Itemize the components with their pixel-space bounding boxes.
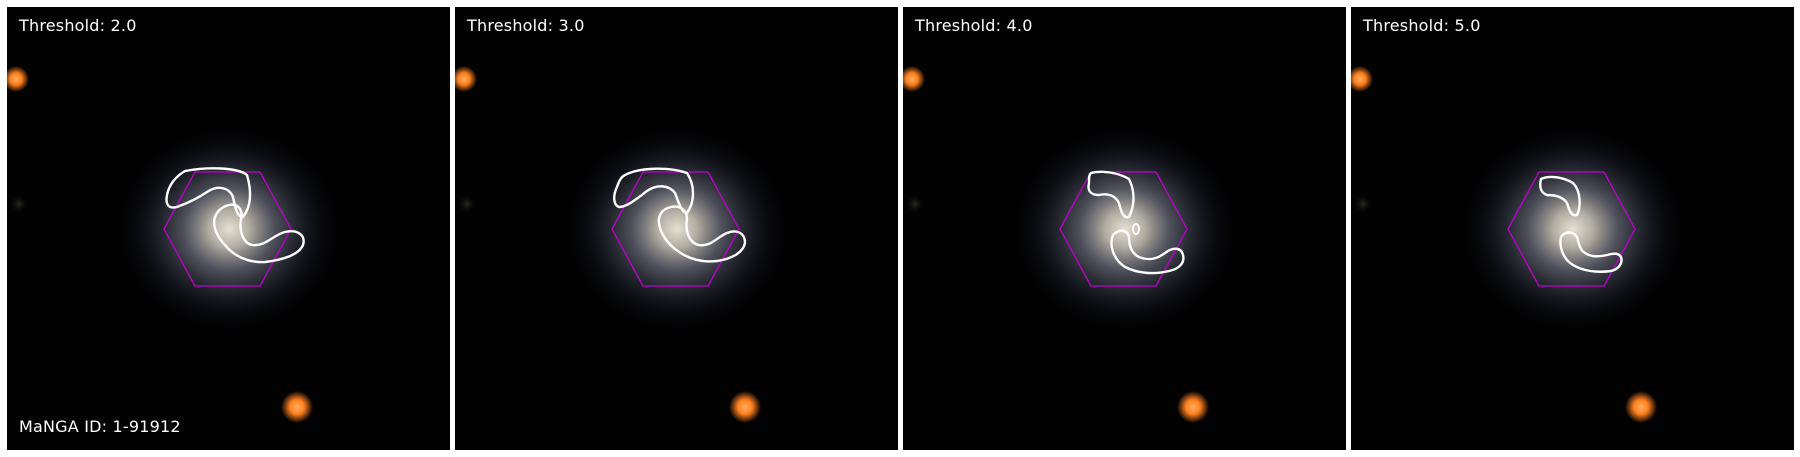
galaxy	[1010, 124, 1240, 334]
galaxy-image	[7, 7, 450, 450]
foreground-star	[7, 66, 29, 92]
foreground-star	[281, 391, 313, 423]
galaxy	[562, 124, 792, 334]
ifu-hexagon	[1059, 171, 1188, 287]
contour-arm-upper	[165, 167, 252, 219]
contour-arm-lower	[657, 205, 747, 263]
galaxy	[114, 124, 344, 334]
faint-source	[1353, 194, 1373, 214]
ifu-hexagon	[1507, 171, 1636, 287]
threshold-panel-3: Threshold: 4.0	[903, 7, 1346, 450]
galaxy-image	[455, 7, 898, 450]
foreground-star	[1625, 391, 1657, 423]
contour-arm-lower	[1110, 229, 1185, 275]
foreground-star	[729, 391, 761, 423]
threshold-panel-4: Threshold: 5.0	[1351, 7, 1794, 450]
contour-arm-upper	[613, 167, 695, 215]
foreground-star	[1351, 66, 1373, 92]
galaxy-image	[903, 7, 1346, 450]
contour-blob	[1132, 223, 1140, 235]
threshold-label: Threshold: 3.0	[467, 16, 585, 35]
galaxy	[1458, 124, 1688, 334]
galaxy-image	[1351, 7, 1794, 450]
contour-arm-lower	[1559, 231, 1623, 273]
faint-source	[457, 194, 477, 214]
threshold-panel-2: Threshold: 3.0	[455, 7, 898, 450]
threshold-panel-1: Threshold: 2.0 MaNGA ID: 1-91912	[7, 7, 450, 450]
foreground-star	[1177, 391, 1209, 423]
ifu-hexagon	[611, 171, 740, 287]
threshold-label: Threshold: 2.0	[19, 16, 137, 35]
faint-source	[9, 194, 29, 214]
threshold-label: Threshold: 4.0	[915, 16, 1033, 35]
contour-arm-lower	[212, 203, 305, 264]
contour-arm-upper	[1087, 170, 1135, 219]
ifu-hexagon	[163, 171, 292, 287]
manga-id-label: MaNGA ID: 1-91912	[19, 417, 181, 436]
threshold-label: Threshold: 5.0	[1363, 16, 1481, 35]
foreground-star	[903, 66, 925, 92]
faint-source	[905, 194, 925, 214]
foreground-star	[455, 66, 477, 92]
contour-arm-upper	[1539, 175, 1581, 217]
